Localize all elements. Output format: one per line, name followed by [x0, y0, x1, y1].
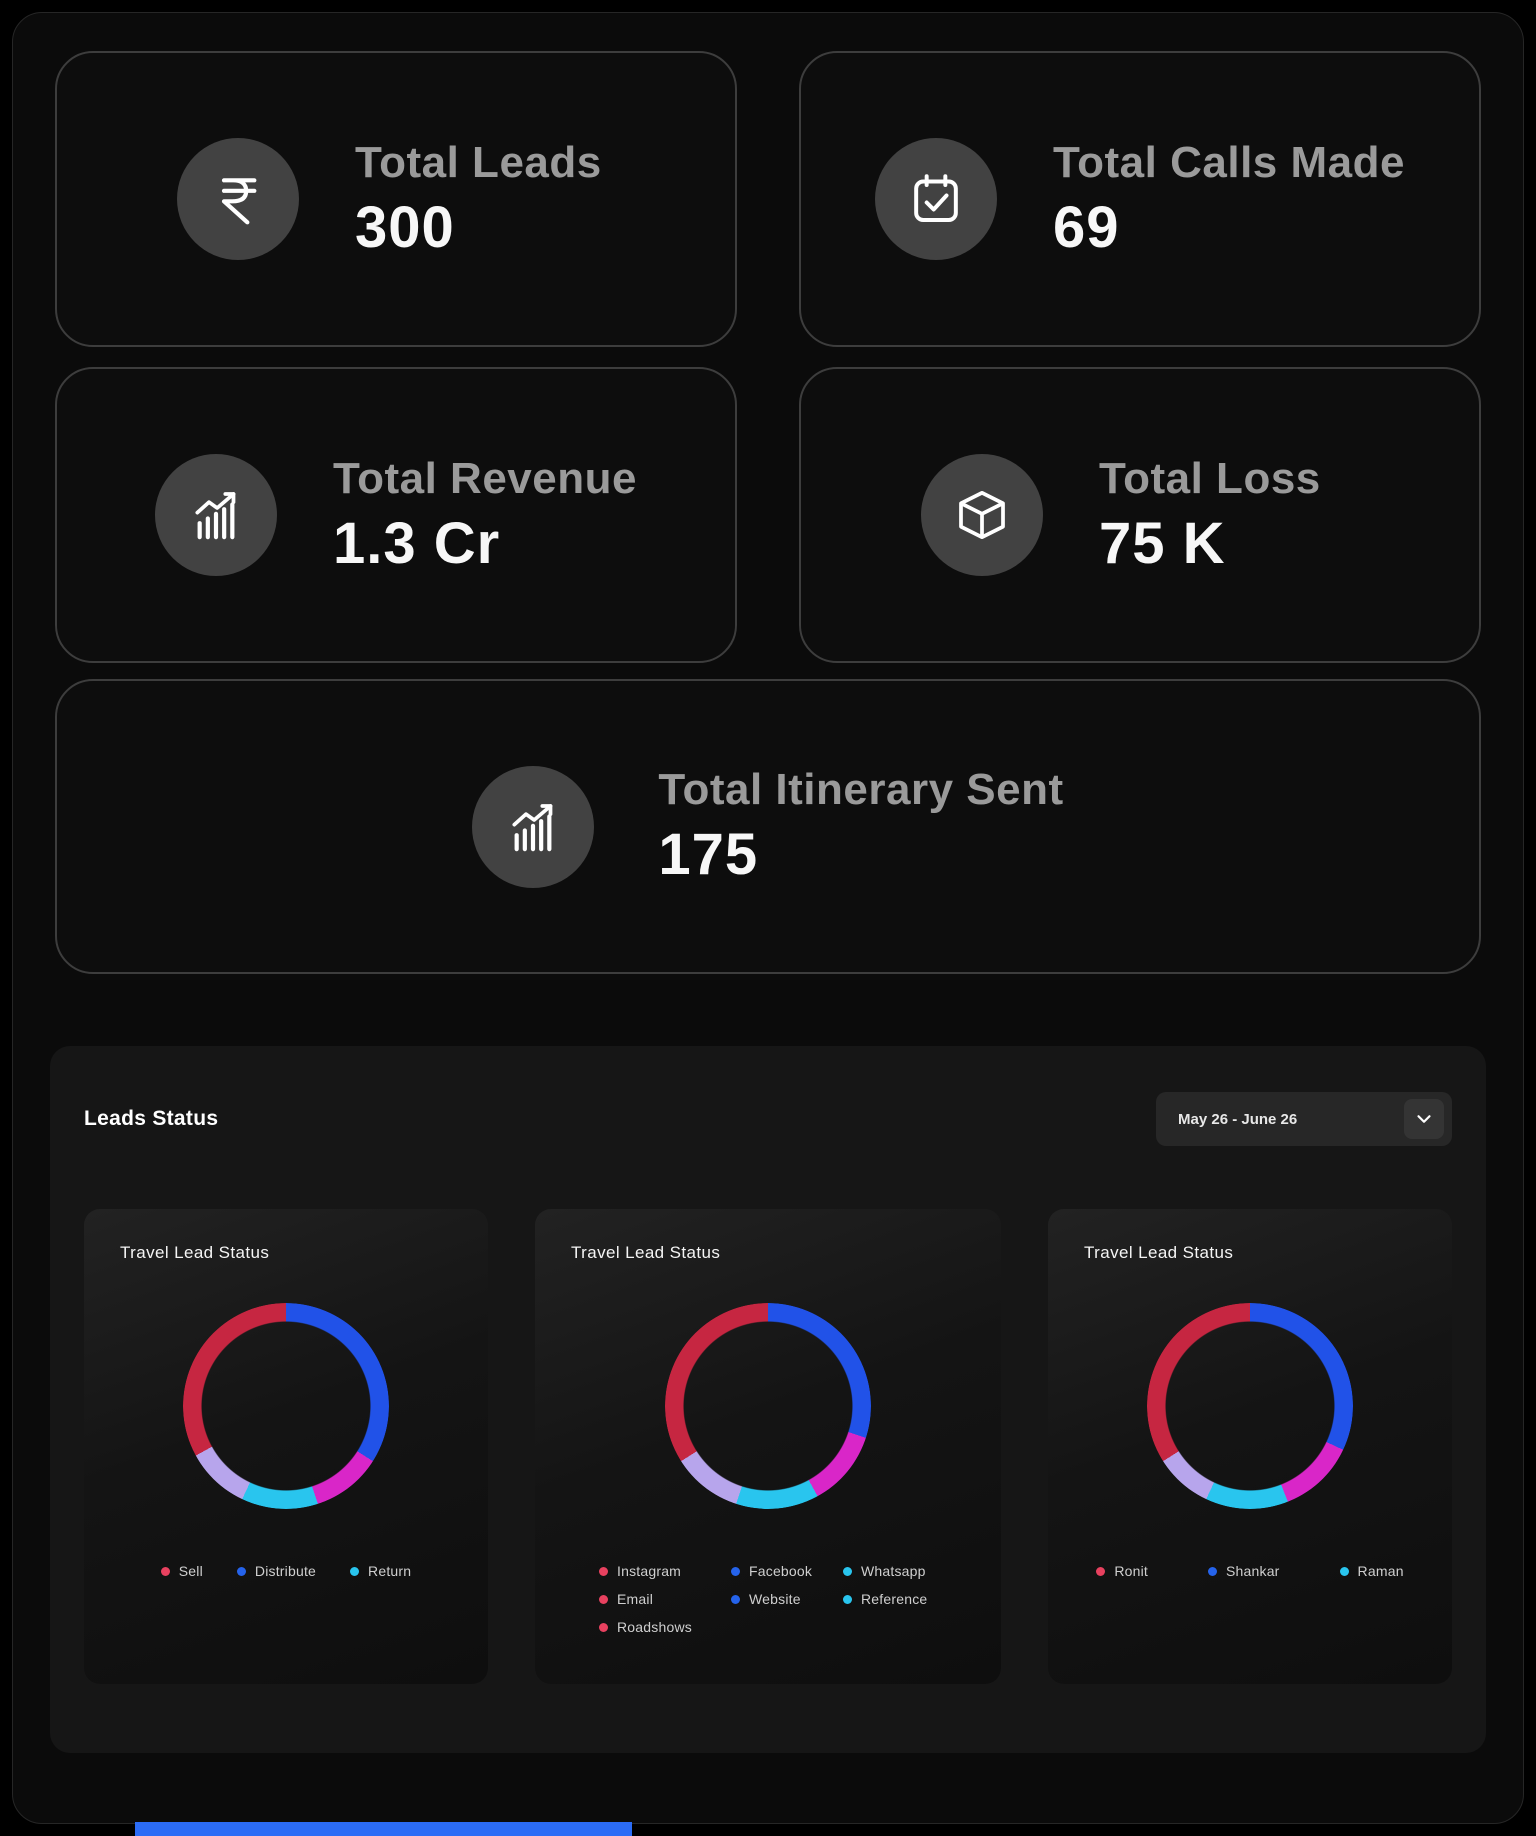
legend-dot	[160, 1566, 170, 1576]
donut-chart-2	[665, 1303, 871, 1509]
package-icon	[921, 454, 1043, 576]
dashboard-frame: Total Leads 300 Total Calls Made 69	[12, 12, 1524, 1824]
growth-chart-icon	[472, 765, 595, 888]
legend-dot	[731, 1566, 740, 1576]
legend-dot	[1096, 1566, 1106, 1576]
legend-label: Return	[368, 1563, 412, 1579]
stat-text: Total Itinerary Sent 175	[658, 765, 1063, 888]
legend-dot	[599, 1594, 608, 1604]
stat-value: 69	[1053, 194, 1120, 260]
chart-legend: Ronit Shankar Raman	[1076, 1563, 1424, 1579]
calendar-check-icon	[875, 138, 998, 260]
legend-label: Raman	[1357, 1563, 1404, 1579]
legend-item-email[interactable]: Email	[599, 1591, 731, 1607]
donut-chart-3	[1147, 1303, 1353, 1509]
legend-dot	[1208, 1566, 1217, 1576]
stat-card-total-itinerary-sent: Total Itinerary Sent 175	[55, 679, 1481, 974]
date-range-dropdown[interactable]: May 26 - June 26	[1156, 1092, 1452, 1146]
legend-dot	[236, 1566, 246, 1576]
stat-label: Total Calls Made	[1053, 137, 1405, 187]
stat-value: 175	[658, 822, 759, 887]
stat-label: Total Itinerary Sent	[658, 765, 1064, 814]
legend-item-website[interactable]: Website	[731, 1591, 843, 1607]
travel-lead-status-card-2: Travel Lead Status Instagram Facebook Wh…	[535, 1209, 1001, 1684]
legend-item-return[interactable]: Return	[350, 1563, 411, 1579]
chart-title: Travel Lead Status	[120, 1243, 270, 1262]
stat-value: 75 K	[1099, 510, 1226, 576]
leads-status-panel: Leads Status May 26 - June 26 Travel Lea…	[50, 1046, 1486, 1753]
stat-text: Total Leads 300	[355, 138, 615, 261]
legend-label: Whatsapp	[861, 1563, 926, 1579]
legend-label: Instagram	[617, 1563, 682, 1579]
chart-title: Travel Lead Status	[571, 1243, 721, 1262]
legend-dot	[350, 1566, 360, 1576]
travel-lead-status-card-3: Travel Lead Status Ronit Shankar Raman	[1048, 1209, 1452, 1684]
legend-label: Reference	[861, 1591, 928, 1607]
legend-item-sell[interactable]: Sell	[160, 1563, 203, 1579]
stat-text: Total Revenue 1.3 Cr	[333, 454, 637, 577]
travel-lead-status-card-1: Travel Lead Status Sell Distribute Retur…	[84, 1209, 488, 1684]
legend-item-instagram[interactable]: Instagram	[599, 1563, 731, 1579]
legend-label: Ronit	[1114, 1563, 1148, 1579]
panel-header: Leads Status May 26 - June 26	[84, 1046, 1452, 1146]
legend-item-reference[interactable]: Reference	[843, 1591, 973, 1607]
legend-dot	[843, 1594, 852, 1604]
stat-label: Total Leads	[355, 137, 602, 187]
legend-dot	[843, 1566, 852, 1576]
stat-card-total-leads: Total Leads 300	[55, 51, 737, 347]
chart-legend: Sell Distribute Return	[112, 1563, 460, 1579]
panel-title: Leads Status	[84, 1107, 219, 1130]
stat-label: Total Loss	[1099, 453, 1321, 503]
chart-legend: Instagram Facebook Whatsapp Email	[563, 1563, 973, 1635]
stats-grid: Total Leads 300 Total Calls Made 69	[13, 13, 1523, 663]
legend-label: Website	[749, 1591, 801, 1607]
bottom-blue-bar	[135, 1822, 632, 1836]
legend-item-ronit[interactable]: Ronit	[1096, 1563, 1148, 1579]
legend-item-whatsapp[interactable]: Whatsapp	[843, 1563, 973, 1579]
stat-card-total-revenue: Total Revenue 1.3 Cr	[55, 367, 737, 663]
stat-card-total-calls: Total Calls Made 69	[799, 51, 1481, 347]
legend-dot	[599, 1566, 608, 1576]
legend-label: Roadshows	[617, 1619, 692, 1635]
legend-item-raman[interactable]: Raman	[1339, 1563, 1404, 1579]
donut-chart-1	[183, 1303, 389, 1509]
legend-item-shankar[interactable]: Shankar	[1208, 1563, 1280, 1579]
legend-item-roadshows[interactable]: Roadshows	[599, 1619, 731, 1635]
stat-card-total-loss: Total Loss 75 K	[799, 367, 1481, 663]
legend-dot	[731, 1594, 740, 1604]
stat-value: 300	[355, 194, 455, 260]
charts-row: Travel Lead Status Sell Distribute Retur…	[84, 1209, 1452, 1684]
stat-text: Total Calls Made 69	[1053, 138, 1405, 261]
legend-label: Facebook	[749, 1563, 813, 1579]
legend-label: Shankar	[1226, 1563, 1280, 1579]
chart-title: Travel Lead Status	[1084, 1243, 1234, 1262]
stat-text: Total Loss 75 K	[1099, 454, 1359, 577]
growth-chart-icon	[155, 454, 277, 576]
legend-dot	[1339, 1566, 1349, 1576]
stat-value: 1.3 Cr	[333, 510, 501, 576]
legend-label: Sell	[178, 1563, 203, 1579]
date-range-label: May 26 - June 26	[1178, 1110, 1298, 1128]
legend-label: Email	[617, 1591, 654, 1607]
chevron-down-icon[interactable]	[1404, 1099, 1444, 1139]
legend-label: Distribute	[254, 1563, 317, 1579]
stat-label: Total Revenue	[333, 453, 637, 503]
legend-item-distribute[interactable]: Distribute	[236, 1563, 317, 1579]
rupee-icon	[177, 138, 299, 260]
legend-dot	[599, 1622, 608, 1632]
legend-item-facebook[interactable]: Facebook	[731, 1563, 843, 1579]
